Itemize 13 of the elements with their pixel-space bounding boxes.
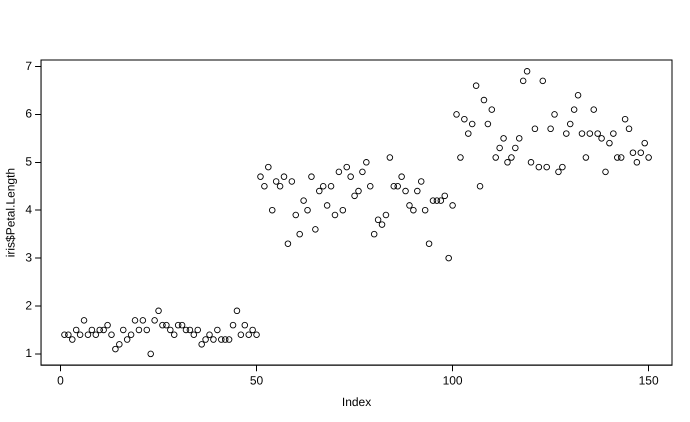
x-axis-title: Index (342, 395, 372, 410)
y-tick-label: 3 (25, 250, 32, 264)
y-tick-label: 6 (25, 106, 32, 121)
y-tick-label: 7 (25, 58, 32, 73)
x-tick-label: 150 (638, 374, 659, 388)
y-tick-label: 5 (25, 154, 32, 169)
x-tick-label: 0 (57, 374, 64, 388)
y-tick-label: 2 (25, 298, 32, 312)
y-tick-label: 4 (25, 202, 32, 217)
x-tick-label: 50 (250, 374, 264, 388)
y-tick-label: 1 (25, 346, 32, 360)
y-axis-title: iris$Petal.Length (4, 168, 18, 258)
x-tick-label: 100 (442, 374, 463, 388)
